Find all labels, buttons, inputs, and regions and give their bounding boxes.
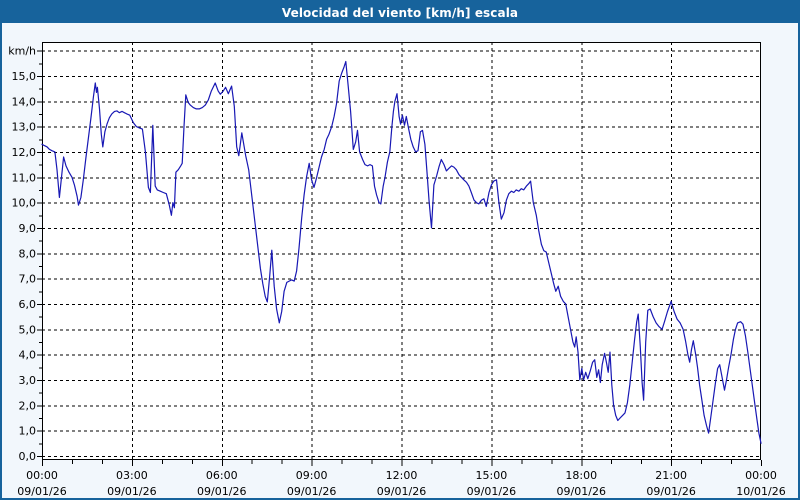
x-tick-time-label: 00:00 (26, 469, 58, 482)
y-tick-label: 9,0 (19, 222, 37, 235)
x-tick-time-label: 06:00 (206, 469, 238, 482)
y-tick-label: 4,0 (19, 349, 37, 362)
y-tick-label: 2,0 (19, 399, 37, 412)
y-tick-label: 8,0 (19, 247, 37, 260)
y-tick-label: 13,0 (12, 121, 37, 134)
y-tick-label: 0,0 (19, 450, 37, 463)
x-tick-date-label: 09/01/26 (557, 485, 606, 498)
x-tick-date-label: 10/01/26 (736, 485, 785, 498)
x-tick-time-label: 18:00 (565, 469, 597, 482)
x-tick-date-label: 09/01/26 (197, 485, 246, 498)
y-tick-label: 14,0 (12, 95, 37, 108)
window-title: Velocidad del viento [km/h] escala (281, 5, 519, 20)
x-tick-date-label: 09/01/26 (467, 485, 516, 498)
y-tick-label: 6,0 (19, 298, 37, 311)
x-tick-date-label: 09/01/26 (107, 485, 156, 498)
y-tick-label: 1,0 (19, 425, 37, 438)
window-title-bar[interactable]: Velocidad del viento [km/h] escala (2, 2, 798, 23)
x-tick-time-label: 00:00 (745, 469, 777, 482)
x-tick-time-label: 12:00 (386, 469, 418, 482)
x-tick-date-label: 09/01/26 (646, 485, 695, 498)
x-tick-time-label: 09:00 (296, 469, 328, 482)
y-tick-label: 10,0 (12, 197, 37, 210)
x-tick-date-label: 09/01/26 (377, 485, 426, 498)
y-tick-label: 11,0 (12, 171, 37, 184)
x-tick-time-label: 03:00 (116, 469, 148, 482)
y-tick-label: 3,0 (19, 374, 37, 387)
x-tick-time-label: 15:00 (476, 469, 508, 482)
x-tick-time-label: 21:00 (655, 469, 687, 482)
x-tick-date-label: 09/01/26 (17, 485, 66, 498)
plot-border (42, 42, 761, 460)
y-tick-label: 12,0 (12, 146, 37, 159)
x-tick-date-label: 09/01/26 (287, 485, 336, 498)
wind-speed-series-line (41, 60, 762, 444)
y-tick-label: 5,0 (19, 323, 37, 336)
y-axis-unit-label: km/h (8, 45, 36, 58)
y-tick-label: 15,0 (12, 70, 37, 83)
y-tick-label: 7,0 (19, 273, 37, 286)
